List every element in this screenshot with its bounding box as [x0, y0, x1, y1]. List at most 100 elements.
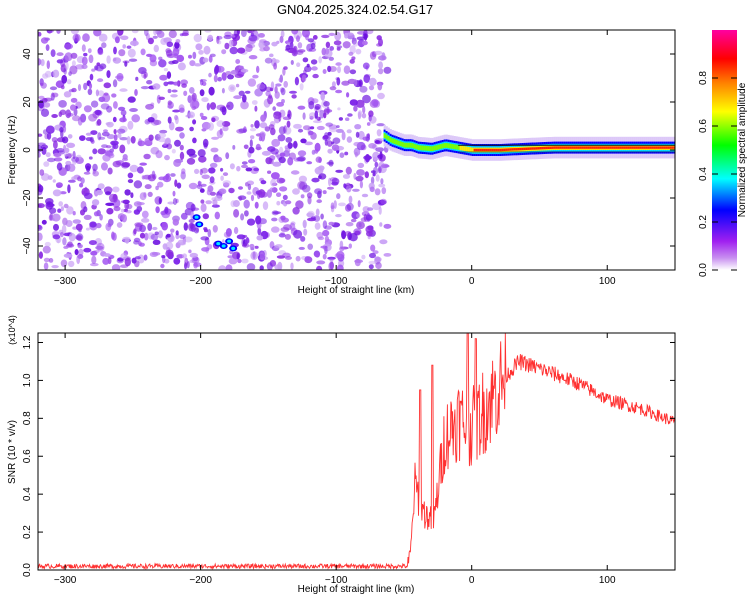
noise-blob — [233, 30, 239, 37]
noise-blob — [207, 34, 214, 42]
noise-blob — [63, 91, 72, 98]
noise-blob — [79, 135, 86, 142]
colorbar-label: Normalized spectral amplitude — [737, 82, 748, 217]
noise-blob — [246, 191, 252, 195]
noise-blob — [218, 188, 227, 195]
noise-blob — [83, 214, 92, 220]
noise-blob — [99, 214, 103, 221]
noise-blob — [103, 82, 112, 89]
noise-blob — [346, 32, 354, 36]
noise-blob — [246, 180, 255, 186]
noise-blob — [102, 93, 111, 103]
noise-blob — [283, 66, 288, 70]
noise-blob — [70, 52, 78, 59]
noise-blob — [354, 124, 362, 130]
noise-blob — [248, 159, 256, 164]
noise-blob — [128, 58, 138, 62]
noise-blob — [342, 41, 351, 49]
noise-blob — [56, 30, 61, 34]
noise-blob — [201, 174, 210, 180]
noise-blob — [200, 203, 207, 212]
noise-blob — [105, 202, 115, 206]
noise-blob — [285, 44, 291, 51]
noise-blob — [200, 236, 209, 241]
band-core — [509, 148, 512, 151]
noise-blob — [157, 181, 164, 188]
band-core — [619, 146, 622, 149]
spectrogram-x-label: Height of straight line (km) — [298, 285, 415, 296]
noise-blob — [371, 98, 379, 107]
noise-blob — [363, 74, 371, 83]
band-core — [501, 148, 504, 152]
noise-blob — [191, 256, 200, 264]
x-tick-label: −300 — [54, 575, 77, 586]
noise-blob — [222, 172, 229, 177]
noise-blob — [98, 90, 104, 97]
noise-blob — [237, 258, 242, 264]
noise-blob — [249, 128, 257, 132]
band-inner — [427, 146, 430, 151]
band-core — [581, 146, 584, 149]
noise-blob — [112, 143, 119, 150]
noise-blob — [228, 187, 235, 194]
noise-blob — [67, 134, 73, 139]
noise-blob — [233, 95, 242, 100]
noise-blob — [302, 112, 306, 120]
noise-blob — [172, 190, 176, 197]
noise-blob — [112, 57, 122, 64]
noise-blob — [228, 84, 236, 92]
noise-blob — [107, 167, 113, 175]
noise-blob — [300, 138, 307, 144]
noise-blob — [77, 244, 83, 249]
noise-blob — [338, 117, 343, 121]
noise-blob — [218, 265, 227, 270]
noise-blob — [97, 183, 105, 190]
noise-blob — [376, 43, 382, 47]
band-core — [571, 146, 574, 149]
noise-blob — [87, 48, 92, 54]
band-inner — [405, 142, 408, 148]
colorbar-tick-label: 0.2 — [698, 215, 709, 229]
band-inner — [399, 141, 402, 147]
noise-blob — [113, 206, 121, 212]
noise-blob — [271, 138, 281, 147]
noise-blob — [313, 120, 322, 124]
band-inner — [407, 142, 410, 148]
noise-blob — [249, 243, 255, 249]
noise-blob — [221, 72, 227, 81]
noise-blob — [42, 245, 51, 254]
noise-blob — [201, 247, 210, 252]
band-core — [517, 148, 520, 151]
band-inner — [471, 147, 474, 153]
noise-blob — [167, 100, 172, 106]
noise-blob — [266, 262, 273, 270]
noise-blob — [158, 56, 163, 61]
noise-blob — [174, 114, 178, 121]
noise-blob — [306, 43, 313, 52]
noise-blob — [64, 43, 73, 50]
noise-blob — [374, 256, 382, 262]
noise-blob — [316, 265, 323, 270]
noise-blob — [268, 158, 274, 165]
noise-blob — [192, 119, 197, 125]
noise-blob — [66, 206, 74, 215]
noise-blob — [67, 163, 76, 172]
noise-blob — [43, 161, 50, 167]
noise-blob — [92, 163, 98, 172]
noise-blob — [227, 255, 234, 259]
noise-blob — [172, 47, 180, 57]
noise-blob — [126, 45, 132, 49]
noise-blob — [286, 120, 291, 128]
noise-blob — [235, 83, 240, 88]
band-inner — [463, 146, 466, 151]
noise-blob — [355, 175, 364, 182]
noise-blob — [38, 144, 43, 153]
noise-blob — [316, 260, 326, 265]
noise-blob — [38, 133, 43, 137]
band-core — [613, 146, 616, 149]
noise-blob — [366, 122, 371, 126]
noise-blob — [290, 60, 294, 65]
noise-blob — [144, 30, 149, 37]
noise-blob — [233, 226, 239, 235]
x-tick-label: 0 — [469, 276, 475, 287]
